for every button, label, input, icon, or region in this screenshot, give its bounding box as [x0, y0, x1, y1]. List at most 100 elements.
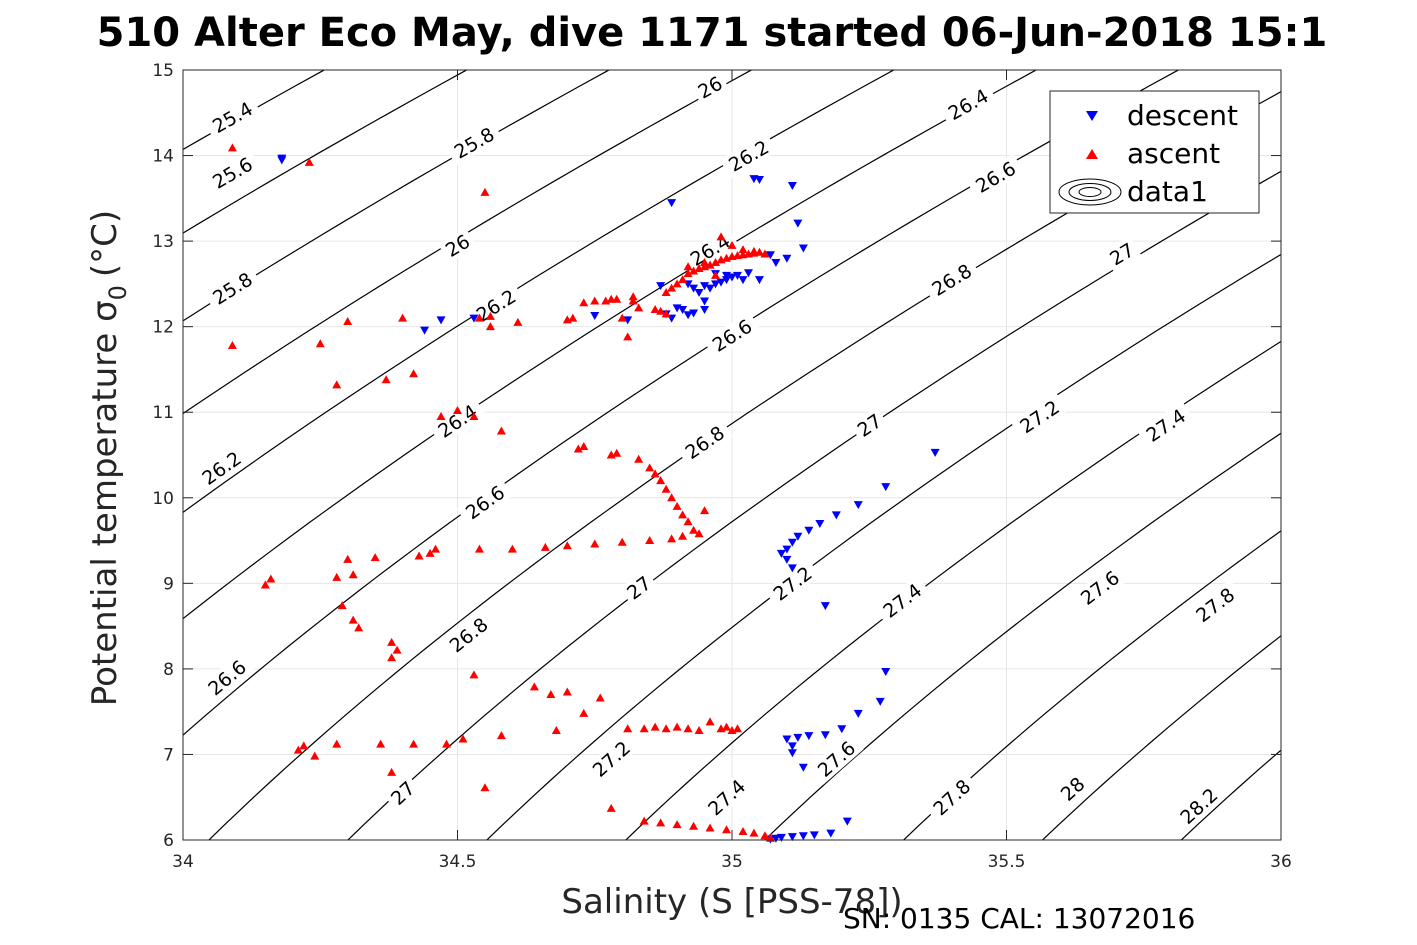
ascent-point	[579, 298, 589, 307]
contour-label-bg	[1010, 392, 1068, 441]
descent-point	[831, 511, 841, 520]
legend-box	[1049, 90, 1260, 214]
x-tick-label: 34	[172, 852, 194, 872]
legend-descent-label: descent	[1127, 99, 1238, 132]
descent-point	[623, 316, 633, 325]
ascent-point	[672, 501, 682, 510]
ascent-point	[683, 269, 693, 278]
x-tick-label: 34.5	[439, 852, 477, 872]
descent-point	[754, 176, 764, 185]
descent-point	[722, 271, 732, 280]
contour-label-bg	[199, 651, 255, 704]
ascent-point	[431, 544, 441, 553]
contour-label-bg	[203, 264, 262, 312]
descent-point	[787, 833, 797, 842]
descent-point	[798, 832, 808, 841]
y-axis-label-unit: (°C)	[85, 210, 125, 277]
contour-label-bg	[203, 94, 262, 140]
serial-calibration-note: SN: 0135 CAL: 13072016	[843, 902, 1195, 935]
descent-point	[436, 316, 446, 325]
isopycnal-line	[183, 70, 753, 415]
descent-point	[277, 156, 287, 165]
y-tick-label: 6	[163, 831, 174, 851]
descent-point	[700, 282, 710, 291]
contour-label-bg	[428, 396, 487, 446]
descent-point	[765, 251, 775, 260]
legend-ascent-marker	[1086, 149, 1098, 159]
isopycnal-line	[1041, 635, 1281, 840]
ascent-point	[387, 767, 397, 776]
ascent-point	[634, 454, 644, 463]
isopycnal-line	[486, 253, 1281, 840]
ascent-point	[683, 517, 693, 526]
descent-point	[683, 311, 693, 320]
ascent-point	[612, 294, 622, 303]
contour-label-bg	[192, 443, 250, 493]
ascent-point	[562, 687, 572, 696]
y-tick-label: 11	[152, 403, 174, 423]
ascent-point	[650, 722, 660, 731]
ascent-point	[337, 601, 347, 610]
isopycnal-line	[624, 340, 1281, 840]
contour-label-bg	[1137, 400, 1195, 450]
contour-label-bg	[383, 773, 422, 812]
ascent-point	[480, 187, 490, 196]
ascent-point	[310, 751, 320, 760]
descent-point	[469, 314, 479, 323]
ascent-point	[409, 369, 419, 378]
ascent-point	[727, 240, 737, 249]
y-tick-label: 10	[152, 489, 174, 509]
descent-series	[277, 154, 940, 844]
descent-point	[793, 532, 803, 541]
ascent-point	[749, 246, 759, 255]
y-tick-label: 9	[163, 574, 174, 594]
isopycnal-line	[183, 70, 468, 234]
ascent-point	[661, 287, 671, 296]
legend-data1-label: data1	[1127, 175, 1208, 208]
ascent-point	[513, 317, 523, 326]
ascent-point	[398, 313, 408, 322]
descent-point	[689, 284, 699, 293]
descent-point	[820, 731, 830, 740]
ascent-point	[387, 637, 397, 646]
contour-label-bg	[1071, 562, 1128, 613]
y-tick-label: 7	[163, 745, 174, 765]
ascent-point	[661, 724, 671, 733]
isopycnal-line	[183, 70, 895, 514]
ascent-point	[227, 143, 237, 152]
ascent-point	[496, 426, 506, 435]
ascent-point	[590, 539, 600, 548]
descent-point	[716, 278, 726, 287]
y-axis-label: Potential temperature σ0 (°C)	[85, 210, 132, 706]
ascent-point	[474, 313, 484, 322]
descent-point	[689, 309, 699, 318]
contour-label-bg	[703, 311, 761, 359]
contour-label-bg	[922, 256, 981, 304]
contour-label-bg	[438, 227, 477, 264]
ascent-point	[392, 645, 402, 654]
isopycnal-line	[763, 432, 1281, 840]
descent-point	[754, 276, 764, 285]
ascent-point	[749, 828, 759, 837]
descent-point	[793, 733, 803, 742]
contour-label-bg	[681, 226, 739, 274]
ascent-point	[760, 831, 770, 840]
descent-point	[809, 831, 819, 840]
ascent-point	[738, 826, 748, 835]
descent-point	[798, 244, 808, 253]
contour-label-bg	[699, 770, 754, 824]
descent-point	[782, 555, 792, 564]
descent-point	[842, 817, 852, 826]
ascent-point	[689, 525, 699, 534]
descent-point	[787, 564, 797, 573]
ascent-point	[573, 444, 583, 453]
ascent-point	[348, 615, 358, 624]
ascent-point	[760, 249, 770, 258]
descent-point	[732, 271, 742, 280]
descent-point	[667, 199, 677, 208]
y-tick-label: 12	[152, 318, 174, 338]
ascent-point	[458, 734, 468, 743]
x-tick-label: 35	[721, 852, 743, 872]
ascent-point	[436, 412, 446, 420]
ascent-point	[266, 574, 276, 583]
